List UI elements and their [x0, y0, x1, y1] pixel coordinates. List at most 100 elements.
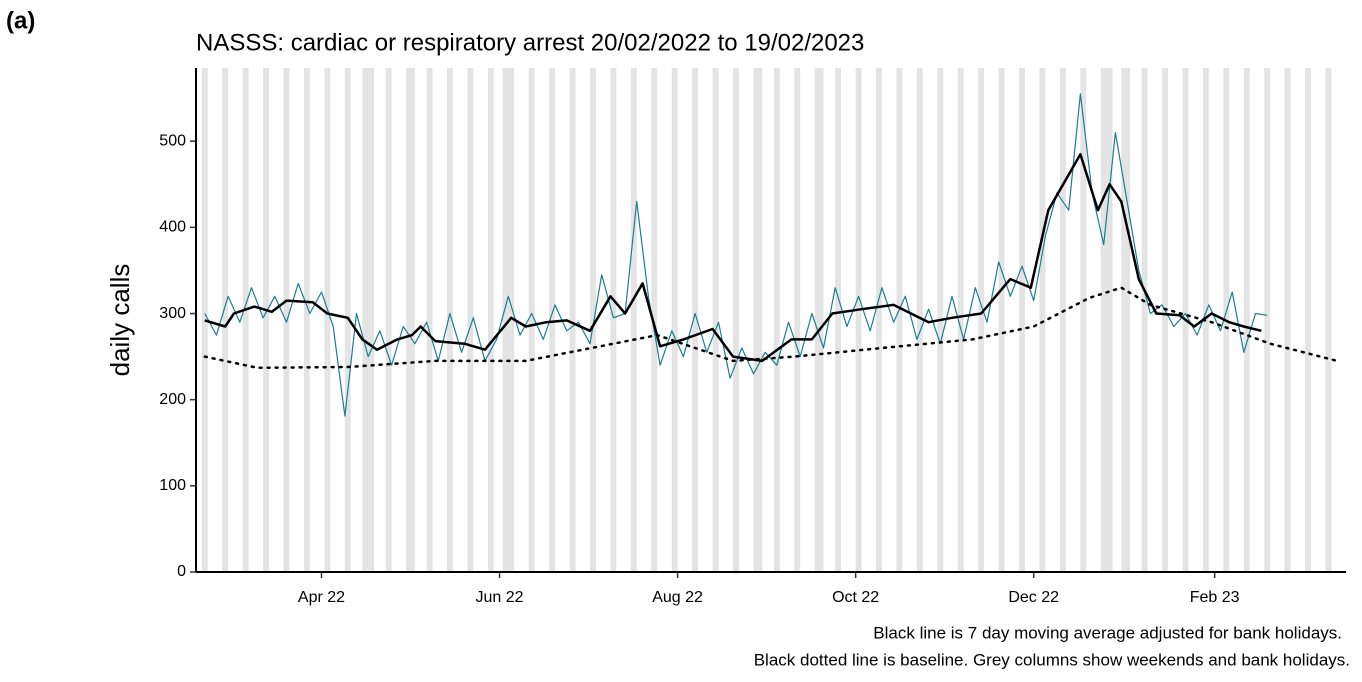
series-line — [204, 152, 1262, 363]
y-tick-label: 0 — [177, 563, 186, 580]
weekend-column — [303, 68, 307, 572]
weekend-column — [855, 68, 859, 572]
y-tick-label: 100 — [159, 477, 186, 494]
y-axis-label: daily calls — [105, 264, 135, 377]
weekend-column — [1287, 68, 1291, 572]
bank-holiday-column — [502, 68, 506, 572]
weekend-column — [1308, 68, 1311, 572]
note: Black line is 7 day moving average adjus… — [873, 623, 1342, 642]
series-line — [204, 93, 1268, 417]
x-tick-label: Aug 22 — [652, 589, 703, 606]
weekend-column — [1243, 68, 1247, 572]
y-tick-label: 400 — [159, 219, 186, 236]
weekend-column — [916, 68, 920, 572]
weekend-column — [1165, 68, 1168, 572]
weekend-column — [735, 68, 739, 572]
bank-holiday-column — [1109, 68, 1113, 572]
weekend-column — [1001, 68, 1005, 572]
weekend-column — [1062, 68, 1066, 572]
weekend-column — [531, 68, 535, 572]
weekend-column — [753, 68, 757, 572]
bank-holiday-column — [1106, 68, 1110, 572]
weekend-column — [776, 68, 780, 572]
weekend-column — [733, 68, 736, 572]
weekend-column — [388, 68, 392, 572]
weekend-column — [715, 68, 719, 572]
weekend-column — [1325, 68, 1329, 572]
weekend-column — [1059, 68, 1063, 572]
weekend-column — [222, 68, 226, 572]
weekend-column — [957, 68, 961, 572]
weekend-column — [409, 68, 412, 572]
weekend-column — [1267, 68, 1271, 572]
weekend-column — [896, 68, 900, 572]
weekend-column — [1305, 68, 1309, 572]
x-tick-label: Apr 22 — [298, 589, 345, 606]
weekend-column — [344, 68, 348, 572]
weekend-column — [960, 68, 964, 572]
weekend-column — [899, 68, 903, 572]
weekend-column — [756, 68, 760, 572]
weekend-column — [858, 68, 862, 572]
weekend-column — [878, 68, 882, 572]
weekend-column — [225, 68, 229, 572]
weekend-column — [385, 68, 389, 572]
weekend-column — [569, 68, 573, 572]
chart-title: NASSS: cardiac or respiratory arrest 20/… — [196, 29, 864, 56]
bank-holiday-column — [759, 68, 763, 572]
shading — [201, 68, 1332, 572]
weekend-column — [1039, 68, 1043, 572]
weekend-column — [610, 68, 614, 572]
weekend-column — [1121, 68, 1125, 572]
weekend-column — [838, 68, 842, 572]
weekend-column — [406, 68, 410, 572]
weekend-column — [470, 68, 474, 572]
weekend-column — [490, 68, 494, 572]
weekend-column — [266, 68, 269, 572]
weekend-column — [487, 68, 491, 572]
weekend-column — [671, 68, 675, 572]
weekend-column — [426, 68, 430, 572]
x-tick-label: Feb 23 — [1190, 589, 1240, 606]
weekend-column — [429, 68, 433, 572]
weekend-column — [365, 68, 369, 572]
bank-holiday-column — [505, 68, 509, 572]
weekend-column — [1080, 68, 1084, 572]
weekend-column — [981, 68, 985, 572]
bank-holiday-column — [820, 68, 824, 572]
weekend-column — [633, 68, 637, 572]
y-tick-label: 500 — [159, 132, 186, 149]
bank-holiday-column — [411, 68, 415, 572]
x-tick-label: Oct 22 — [832, 589, 879, 606]
weekend-column — [467, 68, 471, 572]
weekend-column — [286, 68, 290, 572]
weekend-column — [814, 68, 818, 572]
weekend-column — [201, 68, 205, 572]
weekend-column — [306, 68, 310, 572]
weekend-column — [1328, 68, 1332, 572]
weekend-column — [590, 68, 593, 572]
weekend-column — [552, 68, 556, 572]
weekend-column — [654, 68, 658, 572]
weekend-column — [263, 68, 267, 572]
weekend-column — [1246, 68, 1250, 572]
bank-holiday-column — [371, 68, 375, 572]
weekend-column — [1100, 68, 1104, 572]
weekend-column — [773, 68, 777, 572]
weekend-column — [1284, 68, 1288, 572]
weekend-column — [1205, 68, 1209, 572]
y-tick-label: 200 — [159, 391, 186, 408]
weekend-column — [1264, 68, 1268, 572]
bank-holiday-column — [362, 68, 366, 572]
weekend-column — [1226, 68, 1230, 572]
weekend-column — [674, 68, 678, 572]
weekend-column — [324, 68, 328, 572]
x-tick-label: Jun 22 — [476, 589, 524, 606]
bank-holiday-column — [1127, 68, 1131, 572]
weekend-column — [242, 68, 246, 572]
weekend-column — [1083, 68, 1087, 572]
weekend-column — [613, 68, 617, 572]
weekend-column — [978, 68, 982, 572]
weekend-column — [327, 68, 331, 572]
weekend-column — [1103, 68, 1107, 572]
